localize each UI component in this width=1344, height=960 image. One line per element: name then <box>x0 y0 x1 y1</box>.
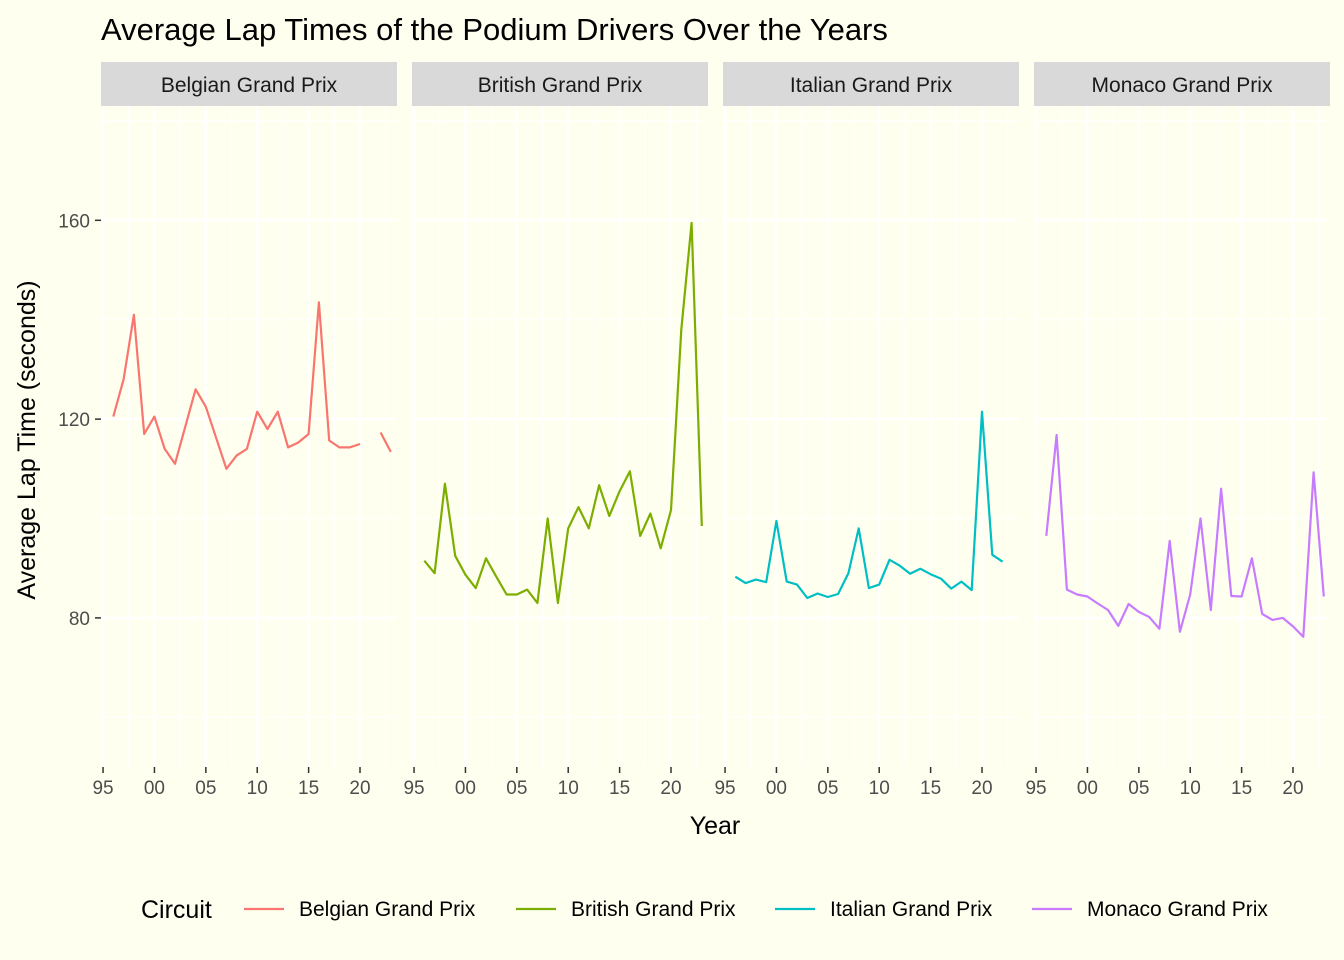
series-line <box>734 410 1004 600</box>
legend-item: Italian Grand Prix <box>775 898 993 921</box>
y-tick-label: 160 <box>58 211 90 232</box>
x-tick-label: 95 <box>92 778 113 799</box>
legend-label: Monaco Grand Prix <box>1087 898 1268 921</box>
x-tick-label: 05 <box>817 778 838 799</box>
x-tick-label: 95 <box>714 778 735 799</box>
x-tick-label: 20 <box>660 778 681 799</box>
legend-label: Italian Grand Prix <box>830 898 993 921</box>
x-tick-label: 10 <box>1180 778 1201 799</box>
legend: Circuit Belgian Grand Prix British Grand … <box>141 896 1268 924</box>
x-tick-label: 10 <box>558 778 579 799</box>
x-tick-label: 15 <box>298 778 319 799</box>
x-tick-label: 05 <box>506 778 527 799</box>
x-tick-label: 15 <box>609 778 630 799</box>
x-tick-label: 00 <box>455 778 476 799</box>
facet-panel: British Grand Prix 95 00 05 10 15 20 <box>403 62 708 799</box>
x-tick-label: 05 <box>1128 778 1149 799</box>
facet-strip <box>1034 62 1330 106</box>
facet-strip <box>723 62 1019 106</box>
x-tick-label: 95 <box>403 778 424 799</box>
legend-item: Monaco Grand Prix <box>1032 898 1268 921</box>
x-tick-label: 15 <box>920 778 941 799</box>
facet-strip-label: Belgian Grand Prix <box>161 74 338 97</box>
x-tick-label: 00 <box>144 778 165 799</box>
x-tick-label: 05 <box>195 778 216 799</box>
x-tick-label: 20 <box>349 778 370 799</box>
x-tick-label: 00 <box>1077 778 1098 799</box>
facet-strip <box>101 62 397 106</box>
facet-strip-label: Italian Grand Prix <box>790 74 953 97</box>
x-tick-label: 95 <box>1025 778 1046 799</box>
series-line <box>379 431 392 453</box>
legend-label: Belgian Grand Prix <box>299 898 476 921</box>
facet-panel: Italian Grand Prix 95 00 05 10 15 20 <box>714 62 1019 799</box>
series-line <box>423 221 703 605</box>
y-axis-title: Average Lap Time (seconds) <box>13 280 41 599</box>
y-tick-label: 120 <box>58 410 90 431</box>
x-tick-label: 00 <box>766 778 787 799</box>
facet-panel: Monaco Grand Prix 95 00 05 10 15 20 <box>1025 62 1330 799</box>
x-tick-label: 15 <box>1231 778 1252 799</box>
x-tick-label: 20 <box>971 778 992 799</box>
legend-item: Belgian Grand Prix <box>244 898 476 921</box>
y-tick-label: 80 <box>69 609 90 630</box>
x-tick-label: 20 <box>1282 778 1303 799</box>
facet-panel: Belgian Grand Prix 95 00 05 10 15 20 <box>92 62 397 799</box>
legend-item: British Grand Prix <box>516 898 736 921</box>
legend-title: Circuit <box>141 896 212 924</box>
x-tick-label: 10 <box>869 778 890 799</box>
facet-strip-label: Monaco Grand Prix <box>1092 74 1273 97</box>
series-line <box>112 301 361 470</box>
facet-strip-label: British Grand Prix <box>478 74 643 97</box>
legend-label: British Grand Prix <box>571 898 736 921</box>
series-line <box>1045 433 1325 638</box>
chart-title: Average Lap Times of the Podium Drivers … <box>101 12 888 47</box>
y-axis: 80 120 160 <box>58 211 101 630</box>
x-tick-label: 10 <box>247 778 268 799</box>
facet-strip <box>412 62 708 106</box>
x-axis-title: Year <box>690 812 741 840</box>
